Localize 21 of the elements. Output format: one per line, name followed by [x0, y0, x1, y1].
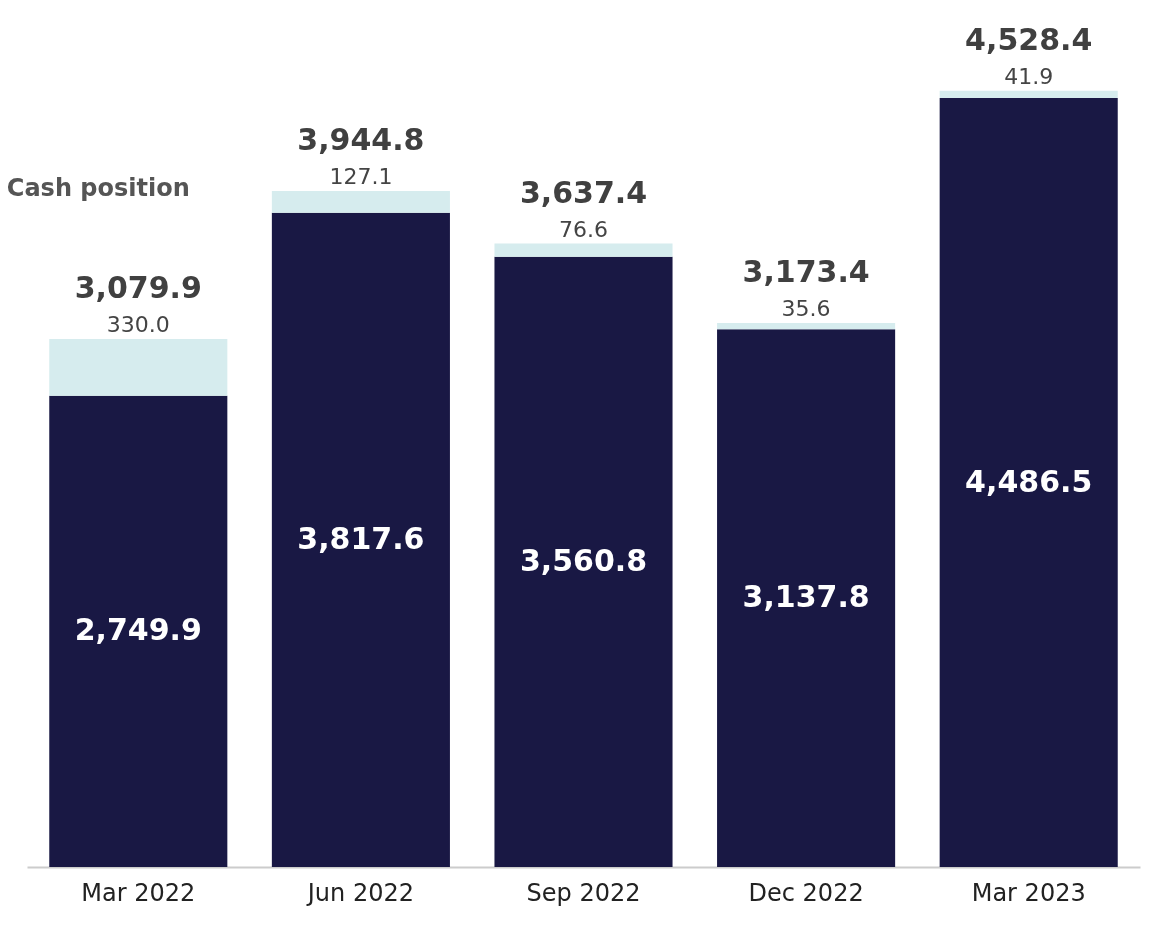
- total-label: 4,528.4: [965, 21, 1093, 57]
- data-label: 3,137.8: [742, 579, 870, 615]
- text: Cash position: [6, 174, 190, 203]
- x-tick-label: Mar 2022: [81, 878, 196, 907]
- total-label: 3,637.4: [519, 174, 648, 210]
- data-label: 76.6: [559, 216, 608, 242]
- data-label: 41.9: [1004, 63, 1054, 89]
- data-label: 330.0: [106, 312, 170, 338]
- data-label: 3,560.8: [519, 542, 648, 578]
- x-tick-label: Sep 2022: [526, 878, 641, 907]
- total-label: 3,079.9: [74, 270, 202, 306]
- data-label: 4,486.5: [965, 463, 1093, 499]
- total-label: 3,944.8: [297, 121, 425, 157]
- total-label: 3,173.4: [742, 254, 870, 290]
- x-tick-label: Dec 2022: [748, 878, 864, 907]
- data-label: 2,749.9: [74, 612, 202, 648]
- data-label: 127.1: [329, 163, 393, 189]
- x-tick-label: Jun 2022: [305, 878, 415, 907]
- data-label: 3,817.6: [297, 520, 425, 556]
- x-tick-label: Mar 2023: [971, 878, 1086, 907]
- data-label: 35.6: [781, 296, 831, 322]
